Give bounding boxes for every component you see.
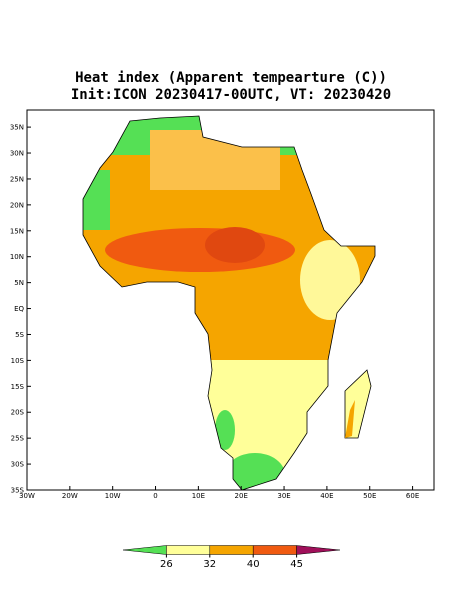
x-tick-label: 20E (235, 492, 248, 500)
colorbar-segment (122, 545, 167, 555)
y-tick-label: 25N (10, 175, 24, 183)
y-tick-label: 30S (11, 461, 25, 469)
y-tick-label: 35N (10, 124, 24, 132)
x-tick-label: 20W (62, 492, 78, 500)
y-tick-label: 30N (10, 150, 24, 158)
madagascar-coast-heat (345, 400, 355, 438)
y-tick-label: 10S (11, 357, 25, 365)
axis-ticks: 30W 20W 10W 0 10E 20E 30E 40E 50E 60E 35N 30N 25N 20N… (10, 124, 419, 500)
x-tick-label: 50E (363, 492, 376, 500)
colorbar-segment (209, 545, 254, 555)
x-tick-label: 60E (406, 492, 419, 500)
coastline (82, 115, 376, 491)
colorbar: 26 32 40 45 (122, 545, 341, 570)
colorbar-label: 26 (160, 559, 173, 570)
title-line: Init:ICON 20230417-00UTC, VT: 20230420 (71, 87, 391, 103)
y-tick-label: 25S (11, 435, 25, 443)
colorbar-segment (296, 545, 341, 555)
colorbar-segment (252, 545, 297, 555)
y-tick-label: 5S (15, 331, 24, 339)
y-tick-label: 15S (11, 383, 25, 391)
x-tick-label: 10E (192, 492, 205, 500)
title-line: Heat index (Apparent tempearture (C)) (75, 70, 387, 86)
y-tick-label: 15N (10, 227, 24, 235)
x-tick-label: 10W (105, 492, 121, 500)
colorbar-label: 40 (247, 559, 260, 570)
x-tick-label: 30E (277, 492, 290, 500)
x-tick-label: 0 (153, 492, 157, 500)
colorbar-label: 45 (290, 559, 303, 570)
y-tick-label: 20N (10, 201, 24, 209)
colorbar-label: 32 (203, 559, 216, 570)
y-tick-label: 10N (10, 253, 24, 261)
y-tick-label: 35S (11, 487, 25, 495)
y-tick-label: 20S (11, 409, 25, 417)
x-tick-label: 40E (320, 492, 333, 500)
y-tick-label: 5N (14, 279, 24, 287)
colorbar-segment (166, 545, 211, 555)
x-tick-label: 30W (19, 492, 35, 500)
y-tick-label: EQ (14, 305, 24, 313)
